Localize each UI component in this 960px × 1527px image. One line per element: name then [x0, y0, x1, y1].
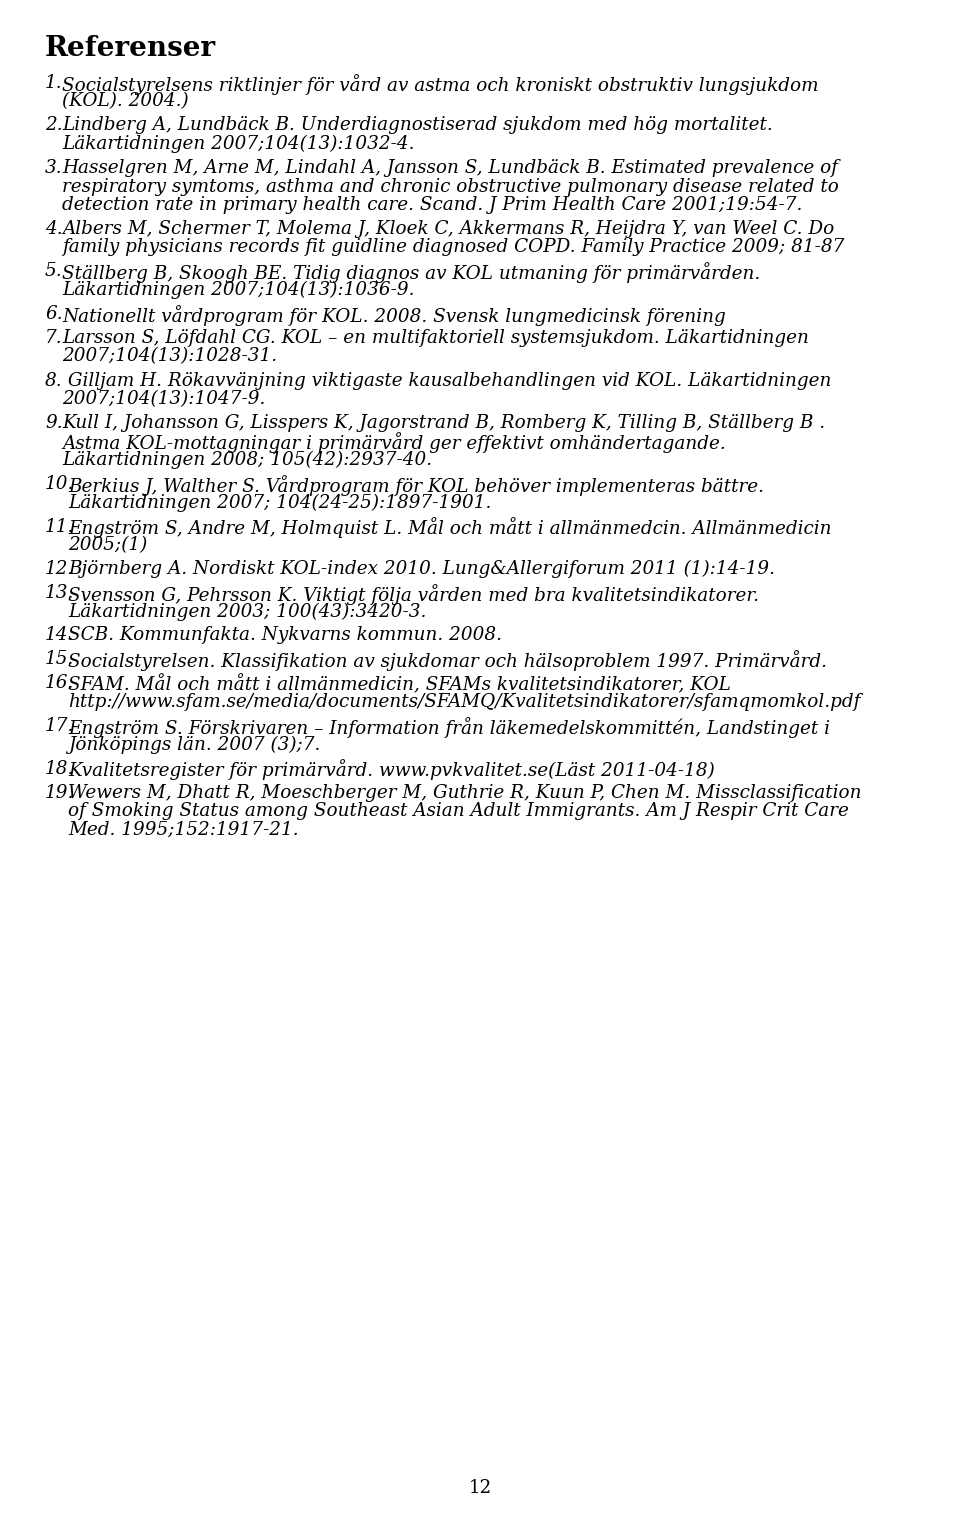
- Text: 1.: 1.: [45, 73, 62, 92]
- Text: 13.: 13.: [45, 583, 74, 602]
- Text: 12: 12: [468, 1480, 492, 1496]
- Text: Med. 1995;152:1917-21.: Med. 1995;152:1917-21.: [68, 820, 299, 838]
- Text: 2007;104(13):1028-31.: 2007;104(13):1028-31.: [62, 348, 277, 365]
- Text: (KOL). 2004.): (KOL). 2004.): [62, 93, 188, 110]
- Text: SFAM. Mål och mått i allmänmedicin, SFAMs kvalitetsindikatorer, KOL: SFAM. Mål och mått i allmänmedicin, SFAM…: [68, 675, 731, 695]
- Text: Lindberg A, Lundbäck B. Underdiagnostiserad sjukdom med hög mortalitet.: Lindberg A, Lundbäck B. Underdiagnostise…: [62, 116, 773, 134]
- Text: Engström S, Andre M, Holmquist L. Mål och mått i allmänmedcin. Allmänmedicin: Engström S, Andre M, Holmquist L. Mål oc…: [68, 518, 831, 539]
- Text: Läkartidningen 2003; 100(43):3420-3.: Läkartidningen 2003; 100(43):3420-3.: [68, 603, 426, 621]
- Text: family physicians records fit guidline diagnosed COPD. Family Practice 2009; 81-: family physicians records fit guidline d…: [62, 238, 845, 257]
- Text: 5.: 5.: [45, 263, 62, 281]
- Text: 18.: 18.: [45, 759, 74, 777]
- Text: http://www.sfam.se/media/documents/SFAMQ/Kvalitetsindikatorer/sfamqmomkol.pdf: http://www.sfam.se/media/documents/SFAMQ…: [68, 693, 860, 712]
- Text: Wewers M, Dhatt R, Moeschberger M, Guthrie R, Kuun P, Chen M. Missclassification: Wewers M, Dhatt R, Moeschberger M, Guthr…: [68, 783, 861, 802]
- Text: Gilljam H. Rökavvänjning viktigaste kausalbehandlingen vid KOL. Läkartidningen: Gilljam H. Rökavvänjning viktigaste kaus…: [62, 371, 831, 389]
- Text: of Smoking Status among Southeast Asian Adult Immigrants. Am J Respir Crit Care: of Smoking Status among Southeast Asian …: [68, 802, 849, 820]
- Text: Engström S. Förskrivaren – Information från läkemedelskommittén, Landstinget i: Engström S. Förskrivaren – Information f…: [68, 718, 830, 738]
- Text: Berkius J, Walther S. Vårdprogram för KOL behöver implementeras bättre.: Berkius J, Walther S. Vårdprogram för KO…: [68, 475, 764, 496]
- Text: detection rate in primary health care. Scand. J Prim Health Care 2001;19:54-7.: detection rate in primary health care. S…: [62, 195, 803, 214]
- Text: 12.: 12.: [45, 560, 74, 579]
- Text: 6.: 6.: [45, 305, 62, 324]
- Text: 9.: 9.: [45, 414, 62, 432]
- Text: Larsson S, Löfdahl CG. KOL – en multifaktoriell systemsjukdom. Läkartidningen: Larsson S, Löfdahl CG. KOL – en multifak…: [62, 328, 809, 347]
- Text: 2005;(1): 2005;(1): [68, 536, 147, 554]
- Text: Albers M, Schermer T, Molema J, Kloek C, Akkermans R, Heijdra Y, van Weel C. Do: Albers M, Schermer T, Molema J, Kloek C,…: [62, 220, 834, 238]
- Text: Socialstyrelsen. Klassifikation av sjukdomar och hälsoproblem 1997. Primärvård.: Socialstyrelsen. Klassifikation av sjukd…: [68, 651, 827, 672]
- Text: 16.: 16.: [45, 675, 74, 693]
- Text: 3.: 3.: [45, 159, 62, 177]
- Text: Ställberg B, Skoogh BE. Tidig diagnos av KOL utmaning för primärvården.: Ställberg B, Skoogh BE. Tidig diagnos av…: [62, 263, 760, 284]
- Text: 2007;104(13):1047-9.: 2007;104(13):1047-9.: [62, 389, 265, 408]
- Text: respiratory symtoms, asthma and chronic obstructive pulmonary disease related to: respiratory symtoms, asthma and chronic …: [62, 177, 839, 195]
- Text: Jönköpings län. 2007 (3);7.: Jönköpings län. 2007 (3);7.: [68, 736, 321, 754]
- Text: 15.: 15.: [45, 651, 74, 669]
- Text: 4.: 4.: [45, 220, 62, 238]
- Text: Svensson G, Pehrsson K. Viktigt följa vården med bra kvalitetsindikatorer.: Svensson G, Pehrsson K. Viktigt följa vå…: [68, 583, 759, 605]
- Text: 10.: 10.: [45, 475, 74, 493]
- Text: 8.: 8.: [45, 371, 62, 389]
- Text: Nationellt vårdprogram för KOL. 2008. Svensk lungmedicinsk förening: Nationellt vårdprogram för KOL. 2008. Sv…: [62, 305, 726, 325]
- Text: 7.: 7.: [45, 328, 62, 347]
- Text: Läkartidningen 2007; 104(24-25):1897-1901.: Läkartidningen 2007; 104(24-25):1897-190…: [68, 493, 492, 512]
- Text: Referenser: Referenser: [45, 35, 216, 63]
- Text: Läkartidningen 2008; 105(42):2937-40.: Läkartidningen 2008; 105(42):2937-40.: [62, 450, 432, 469]
- Text: Socialstyrelsens riktlinjer för vård av astma och kroniskt obstruktiv lungsjukdo: Socialstyrelsens riktlinjer för vård av …: [62, 73, 819, 95]
- Text: Hasselgren M, Arne M, Lindahl A, Jansson S, Lundbäck B. Estimated prevalence of: Hasselgren M, Arne M, Lindahl A, Jansson…: [62, 159, 838, 177]
- Text: 14.: 14.: [45, 626, 74, 644]
- Text: 11.: 11.: [45, 518, 74, 536]
- Text: 2.: 2.: [45, 116, 62, 134]
- Text: Kvalitetsregister för primärvård. www.pvkvalitet.se(Läst 2011-04-18): Kvalitetsregister för primärvård. www.pv…: [68, 759, 715, 780]
- Text: Kull I, Johansson G, Lisspers K, Jagorstrand B, Romberg K, Tilling B, Ställberg : Kull I, Johansson G, Lisspers K, Jagorst…: [62, 414, 826, 432]
- Text: Astma KOL-mottagningar i primärvård ger effektivt omhändertagande.: Astma KOL-mottagningar i primärvård ger …: [62, 432, 726, 454]
- Text: SCB. Kommunfakta. Nykvarns kommun. 2008.: SCB. Kommunfakta. Nykvarns kommun. 2008.: [68, 626, 502, 644]
- Text: Läkartidningen 2007;104(13):1036-9.: Läkartidningen 2007;104(13):1036-9.: [62, 281, 415, 299]
- Text: Läkartidningen 2007;104(13):1032-4.: Läkartidningen 2007;104(13):1032-4.: [62, 134, 415, 153]
- Text: Björnberg A. Nordiskt KOL-index 2010. Lung&Allergiforum 2011 (1):14-19.: Björnberg A. Nordiskt KOL-index 2010. Lu…: [68, 560, 775, 579]
- Text: 19.: 19.: [45, 783, 74, 802]
- Text: 17.: 17.: [45, 718, 74, 734]
